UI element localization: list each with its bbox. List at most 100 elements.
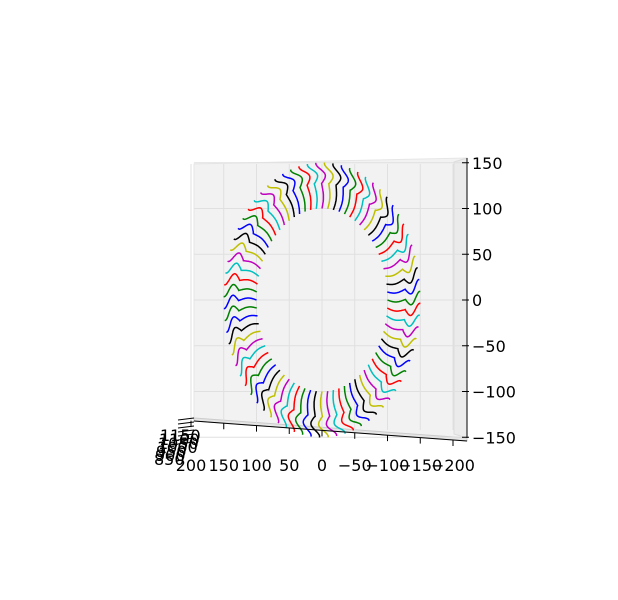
- coil-loop: [223, 294, 257, 310]
- z-tick-mark: [177, 417, 195, 421]
- y-tick-label: 100: [472, 200, 503, 219]
- y-tick-label: −50: [472, 337, 506, 356]
- coil-loop: [224, 305, 257, 322]
- x-tick-label: 200: [176, 456, 207, 475]
- coil-loop: [371, 358, 402, 385]
- coil-loop: [287, 385, 301, 433]
- coil-loop: [225, 262, 260, 277]
- coil-loop: [229, 242, 264, 262]
- y-axis-ticks: 150 100 50 0 −50 −100 −150: [462, 154, 516, 447]
- x-tick-label: −50: [338, 456, 372, 475]
- coil-loop: [380, 338, 415, 358]
- coil-loop: [231, 330, 261, 356]
- coil-loop: [386, 314, 420, 328]
- x-axis-ticks: 200 150 100 50 0 −50−100−150−200: [176, 420, 475, 475]
- coil-loop: [274, 179, 296, 218]
- y-tick-label: 0: [472, 291, 482, 310]
- coil-loop: [289, 169, 306, 212]
- coil-loop: [384, 323, 419, 338]
- coil-loop: [306, 164, 319, 209]
- z-tick-label: 850: [154, 450, 185, 469]
- coil-loop: [381, 233, 409, 263]
- coil-loop: [378, 345, 411, 368]
- coil-loop: [244, 351, 269, 387]
- z-tick-mark: [177, 433, 195, 437]
- x-axis-line: [193, 420, 468, 442]
- coil-loop: [367, 196, 389, 236]
- coil-loop: [259, 192, 286, 226]
- x-tick-label: 150: [208, 456, 239, 475]
- z-tick-mark: [177, 421, 195, 425]
- grid: [190, 162, 467, 438]
- coil-loop: [387, 290, 421, 306]
- coil-loop: [386, 267, 418, 286]
- coil-loop: [375, 213, 400, 249]
- coil-loop: [250, 358, 273, 396]
- coil-loop: [349, 171, 364, 218]
- z-tick-mark: [177, 437, 195, 441]
- coil-loop: [260, 369, 281, 412]
- x-tick-label: −200: [431, 456, 475, 475]
- coil-loop: [235, 337, 263, 367]
- coil-loop: [359, 182, 377, 226]
- coil-loop: [338, 165, 350, 212]
- coil-loop: [233, 232, 266, 255]
- coil-loop: [387, 278, 420, 295]
- coil-loop: [317, 391, 329, 438]
- coil-loop: [358, 374, 385, 408]
- coil-loop: [294, 388, 306, 435]
- coil-loop: [382, 330, 417, 348]
- coil-loop: [332, 390, 346, 434]
- coil-loop: [281, 173, 301, 215]
- coil-loop: [315, 162, 327, 209]
- coil-loop: [227, 252, 262, 270]
- coil-loop: [253, 199, 281, 231]
- coil-loop: [343, 167, 357, 215]
- side-pane: [453, 157, 468, 439]
- coil-loop: [354, 176, 371, 222]
- coil-loop: [273, 378, 290, 424]
- x-tick-label: −150: [398, 456, 442, 475]
- coil-loop: [224, 272, 258, 286]
- coil-loop: [239, 345, 266, 377]
- coil-loop: [375, 352, 407, 377]
- coil-loop: [310, 391, 321, 438]
- coil-loop: [367, 364, 397, 393]
- coil-loop: [348, 382, 370, 421]
- coil-loop: [385, 255, 416, 278]
- coil-loop: [343, 385, 363, 427]
- z-tick-mark: [177, 441, 195, 445]
- coil-loop: [267, 374, 285, 418]
- z-tick-label: 900: [155, 446, 186, 465]
- coil-loop: [378, 223, 405, 256]
- coil-loop: [325, 391, 338, 436]
- z-tick-label: 950: [156, 442, 187, 461]
- coil-loop: [242, 215, 273, 242]
- coil-loop: [332, 163, 342, 211]
- z-tick-mark: [177, 429, 195, 433]
- x-tick-label: 100: [241, 456, 272, 475]
- coil-loops: [223, 162, 421, 438]
- coil-loop: [383, 244, 413, 270]
- coil-loop: [354, 379, 378, 415]
- coil-loop: [363, 369, 391, 401]
- coil-loop: [363, 188, 384, 231]
- coil-loop: [247, 207, 277, 236]
- x-tick-label: 0: [317, 456, 327, 475]
- coil-loop: [255, 364, 277, 404]
- x-tick-label: −100: [366, 456, 410, 475]
- y-tick-label: 50: [472, 245, 492, 264]
- back-pane: [193, 157, 468, 439]
- coil-loop: [228, 322, 259, 345]
- coil-loop: [386, 302, 421, 317]
- coil-loop: [280, 382, 295, 429]
- coil-loop: [298, 166, 312, 210]
- y-tick-label: −150: [472, 428, 516, 447]
- coil-loop: [266, 185, 291, 221]
- coil-loop: [226, 314, 258, 333]
- z-tick-mark: [177, 425, 195, 429]
- coil-loop: [237, 223, 269, 248]
- coil-loop: [223, 283, 258, 298]
